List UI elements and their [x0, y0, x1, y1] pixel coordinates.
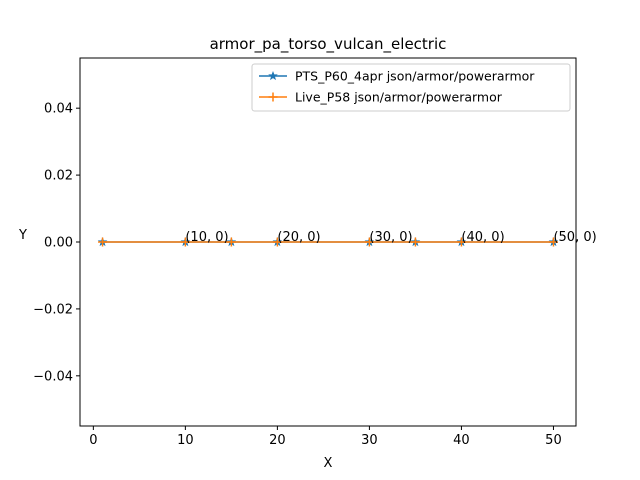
legend-item: Live_P58 json/armor/powerarmor: [259, 90, 503, 105]
chart-title: armor_pa_torso_vulcan_electric: [210, 35, 447, 54]
data-label: (10, 0): [185, 230, 228, 245]
y-tick-label: 0.02: [44, 169, 73, 184]
data-point-marker: [410, 237, 420, 247]
data-point-marker: [456, 237, 466, 247]
x-tick-label: 10: [177, 433, 194, 448]
legend-marker: [268, 70, 278, 81]
data-label: (40, 0): [461, 230, 504, 245]
plot-frame: [79, 57, 577, 427]
data-point-marker: [272, 237, 282, 247]
data-point-marker: [98, 237, 108, 247]
data-point-marker: [180, 237, 190, 247]
plot-area: 0 10 20 30 40 50 −0.04 −0.02 0.00 0.02 0.04 (10, 0)…: [33, 57, 597, 448]
y-tick-label: 0.04: [44, 102, 73, 117]
y-tick-label: 0.00: [44, 236, 73, 251]
x-tick-label: 30: [361, 433, 378, 448]
x-tick-label: 40: [453, 433, 470, 448]
data-point-marker: [226, 237, 236, 247]
legend-box: [251, 63, 571, 112]
x-axis-label: X: [324, 456, 333, 471]
data-label: (50, 0): [553, 230, 596, 245]
legend-label: PTS_P60_4apr json/armor/powerarmor: [295, 69, 535, 84]
data-point-marker: [548, 237, 558, 247]
data-label: (20, 0): [277, 230, 320, 245]
legend-marker: [268, 92, 278, 102]
legend: PTS_P60_4apr json/armor/powerarmor Live_P…: [251, 63, 571, 112]
x-tick-label: 50: [545, 433, 562, 448]
y-tick-label: −0.04: [33, 369, 73, 384]
legend-item: PTS_P60_4apr json/armor/powerarmor: [259, 69, 535, 84]
y-axis-label: Y: [18, 228, 27, 243]
legend-label: Live_P58 json/armor/powerarmor: [295, 90, 503, 105]
data-point-marker: [364, 237, 374, 247]
y-tick-label: −0.02: [33, 302, 73, 317]
x-tick-label: 0: [89, 433, 97, 448]
x-tick-label: 20: [269, 433, 286, 448]
data-label: (30, 0): [369, 230, 412, 245]
